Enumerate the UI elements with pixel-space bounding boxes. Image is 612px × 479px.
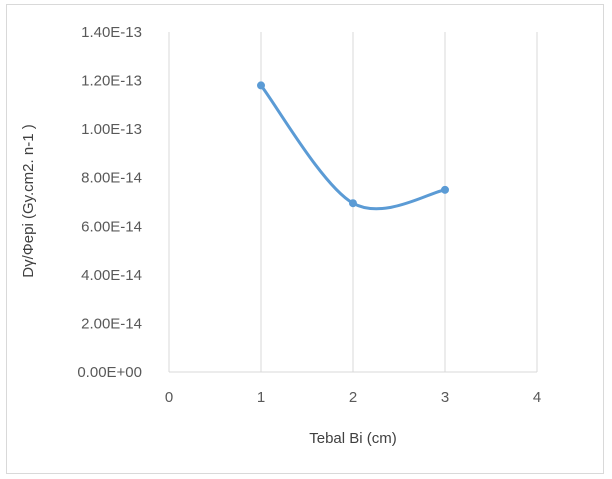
data-point [257,81,265,90]
y-tick-label: 4.00E-14 [81,267,142,284]
x-tick-labels: 0 1 2 3 4 [165,389,541,406]
y-axis-title: Dγ/Φepi (Gy.cm2. n-1 ) [20,124,37,277]
y-tick-label: 0.00E+00 [77,364,142,381]
series [257,81,449,211]
x-tick-label: 4 [533,389,541,406]
y-tick-label: 2.00E-14 [81,315,142,332]
y-tick-label: 1.20E-13 [81,73,142,90]
x-tick-label: 2 [349,389,357,406]
chart-frame [6,4,604,474]
data-point [441,185,449,194]
x-tick-label: 0 [165,389,173,406]
y-tick-label: 6.00E-14 [81,218,142,235]
x-axis-title: Tebal Bi (cm) [309,430,397,447]
x-tick-label: 3 [441,389,449,406]
y-tick-label: 1.00E-13 [81,121,142,138]
y-tick-label: 1.40E-13 [81,24,142,41]
x-tick-label: 1 [257,389,265,406]
axes [168,32,537,373]
y-tick-labels: 0.00E+00 2.00E-14 4.00E-14 6.00E-14 8.00E-14… [77,24,142,381]
data-point [349,199,357,208]
y-tick-label: 8.00E-14 [81,170,142,187]
gridlines [260,32,538,372]
